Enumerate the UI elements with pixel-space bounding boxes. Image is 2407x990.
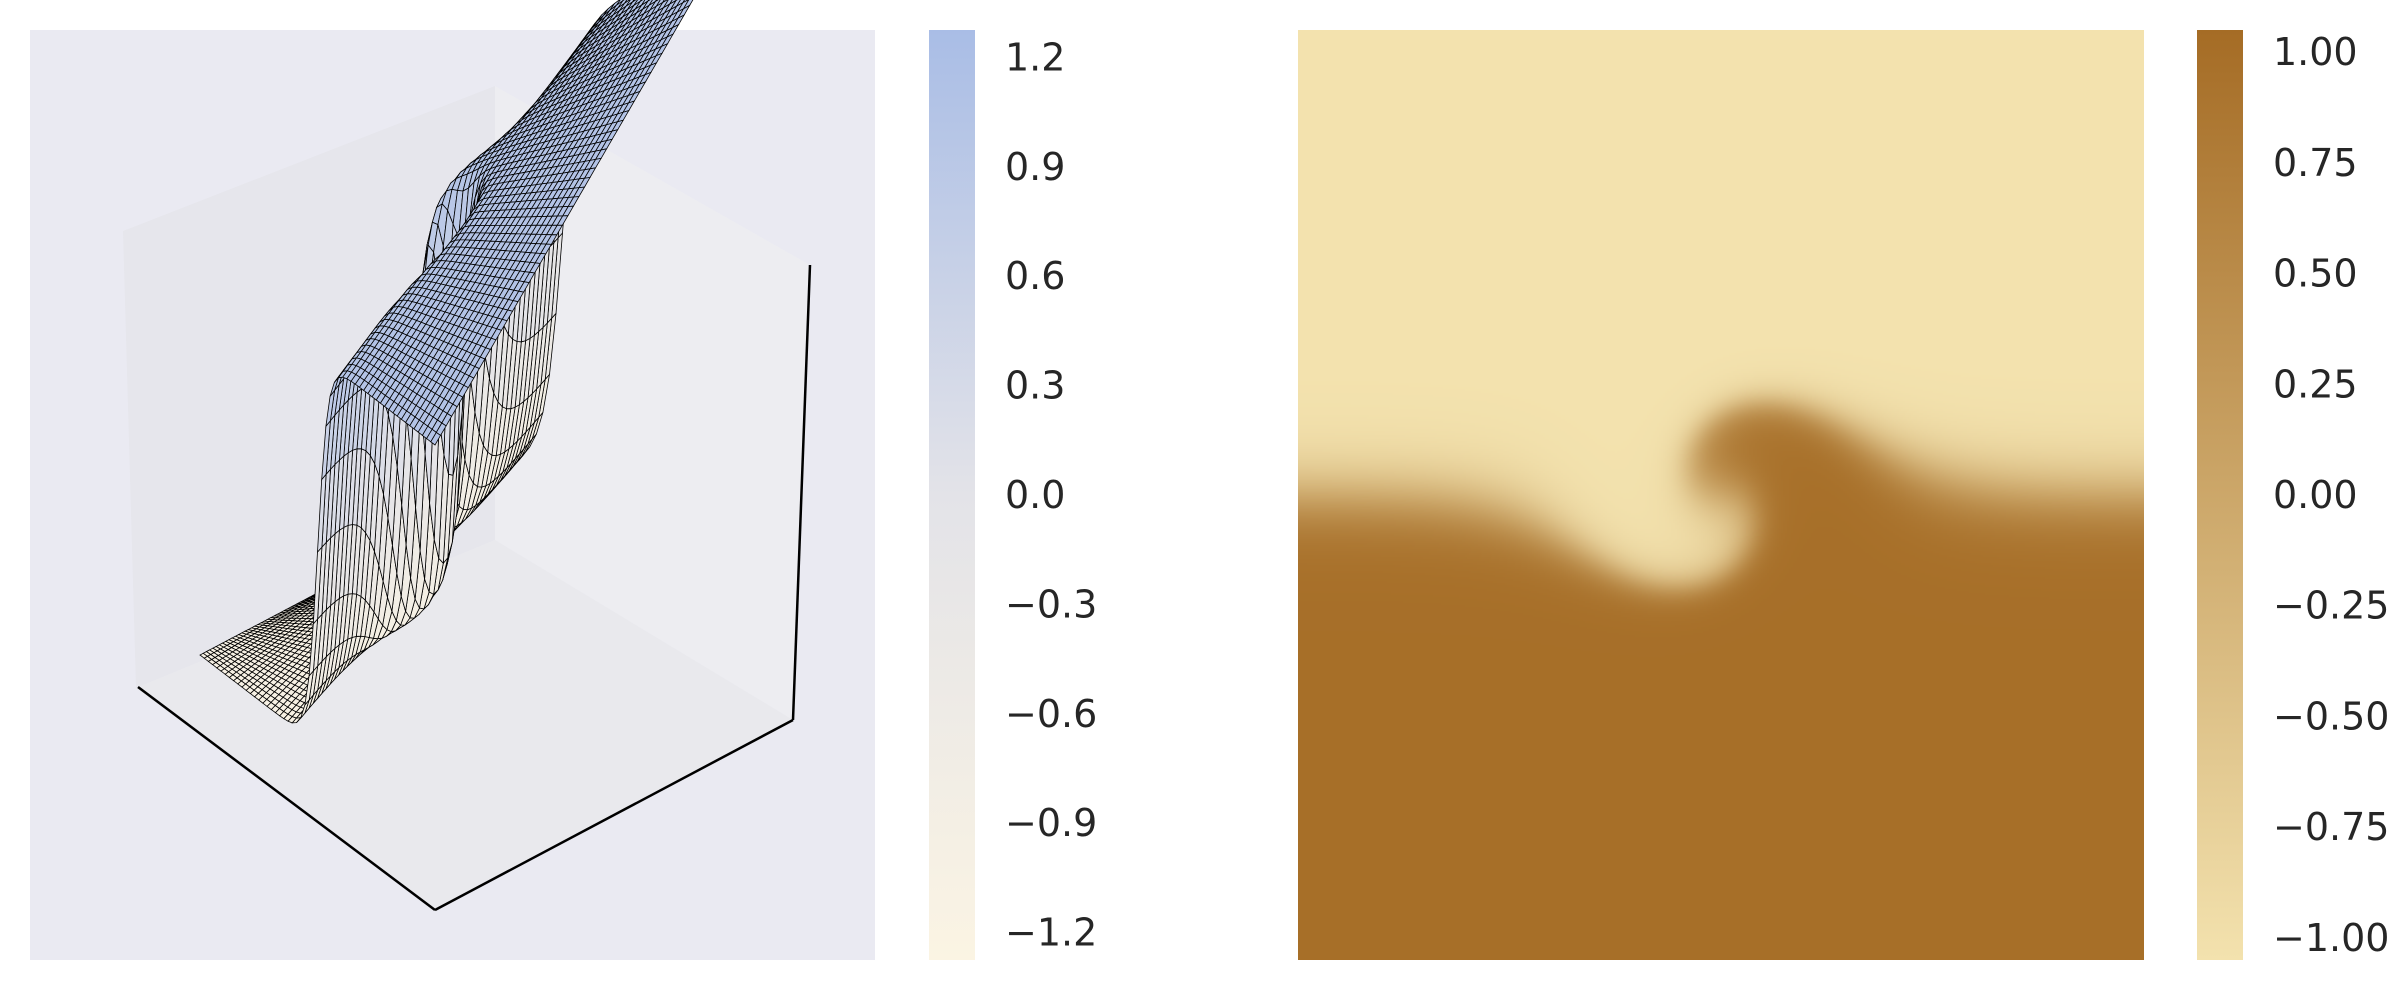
heatmap-colorbar-ticks: 1.00 0.75 0.50 0.25 0.00 −0.25 −0.50 −0.75 −1.00 xyxy=(2273,30,2389,960)
back-pane-right xyxy=(495,86,810,720)
surface-facet xyxy=(430,431,442,446)
surface-colorbar-ticks: 1.2 0.9 0.6 0.3 0.0 −0.3 −0.6 −0.9 −1.2 xyxy=(1005,35,1097,954)
surface-colorbar-tick-label: −0.6 xyxy=(1005,692,1097,736)
surface-colorbar-tick-label: −0.3 xyxy=(1005,582,1097,626)
surface-colorbar-gradient xyxy=(929,30,975,960)
heatmap-colorbar-tick-label: 0.50 xyxy=(2273,252,2358,296)
heatmap-colorbar-tick-label: 0.75 xyxy=(2273,141,2358,185)
heatmap-plot xyxy=(1298,30,2144,960)
heatmap-colorbar-tick-label: −1.00 xyxy=(2273,916,2389,960)
surface-colorbar: 1.2 0.9 0.6 0.3 0.0 −0.3 −0.6 −0.9 −1.2 xyxy=(929,30,1097,960)
surface-colorbar-tick-label: 0.3 xyxy=(1005,364,1065,408)
surface-colorbar-tick-label: 0.6 xyxy=(1005,254,1065,298)
axis-line-x xyxy=(137,686,436,911)
heatmap-image xyxy=(1298,30,2144,960)
surface-mesh xyxy=(199,0,694,724)
surface-colorbar-tick-label: 0.0 xyxy=(1005,473,1065,517)
surface-plot xyxy=(30,0,875,960)
heatmap-colorbar-tick-label: 0.00 xyxy=(2273,473,2358,517)
surface-colorbar-tick-label: −1.2 xyxy=(1005,911,1097,955)
heatmap-colorbar: 1.00 0.75 0.50 0.25 0.00 −0.25 −0.50 −0.75 −1.00 xyxy=(2197,30,2389,960)
axis-line-y xyxy=(434,718,794,912)
axis-line-z xyxy=(791,264,812,721)
heatmap-colorbar-tick-label: −0.50 xyxy=(2273,694,2389,738)
heatmap-colorbar-gradient xyxy=(2197,30,2243,960)
heatmap-colorbar-tick-label: −0.75 xyxy=(2273,805,2389,849)
heatmap-colorbar-tick-label: 1.00 xyxy=(2273,30,2358,74)
heatmap-colorbar-tick-label: 0.25 xyxy=(2273,362,2358,406)
heatmap-colorbar-tick-label: −0.25 xyxy=(2273,584,2389,628)
surface-colorbar-tick-label: 0.9 xyxy=(1005,145,1065,189)
surface-colorbar-tick-label: −0.9 xyxy=(1005,801,1097,845)
surface-colorbar-tick-label: 1.2 xyxy=(1005,35,1065,79)
